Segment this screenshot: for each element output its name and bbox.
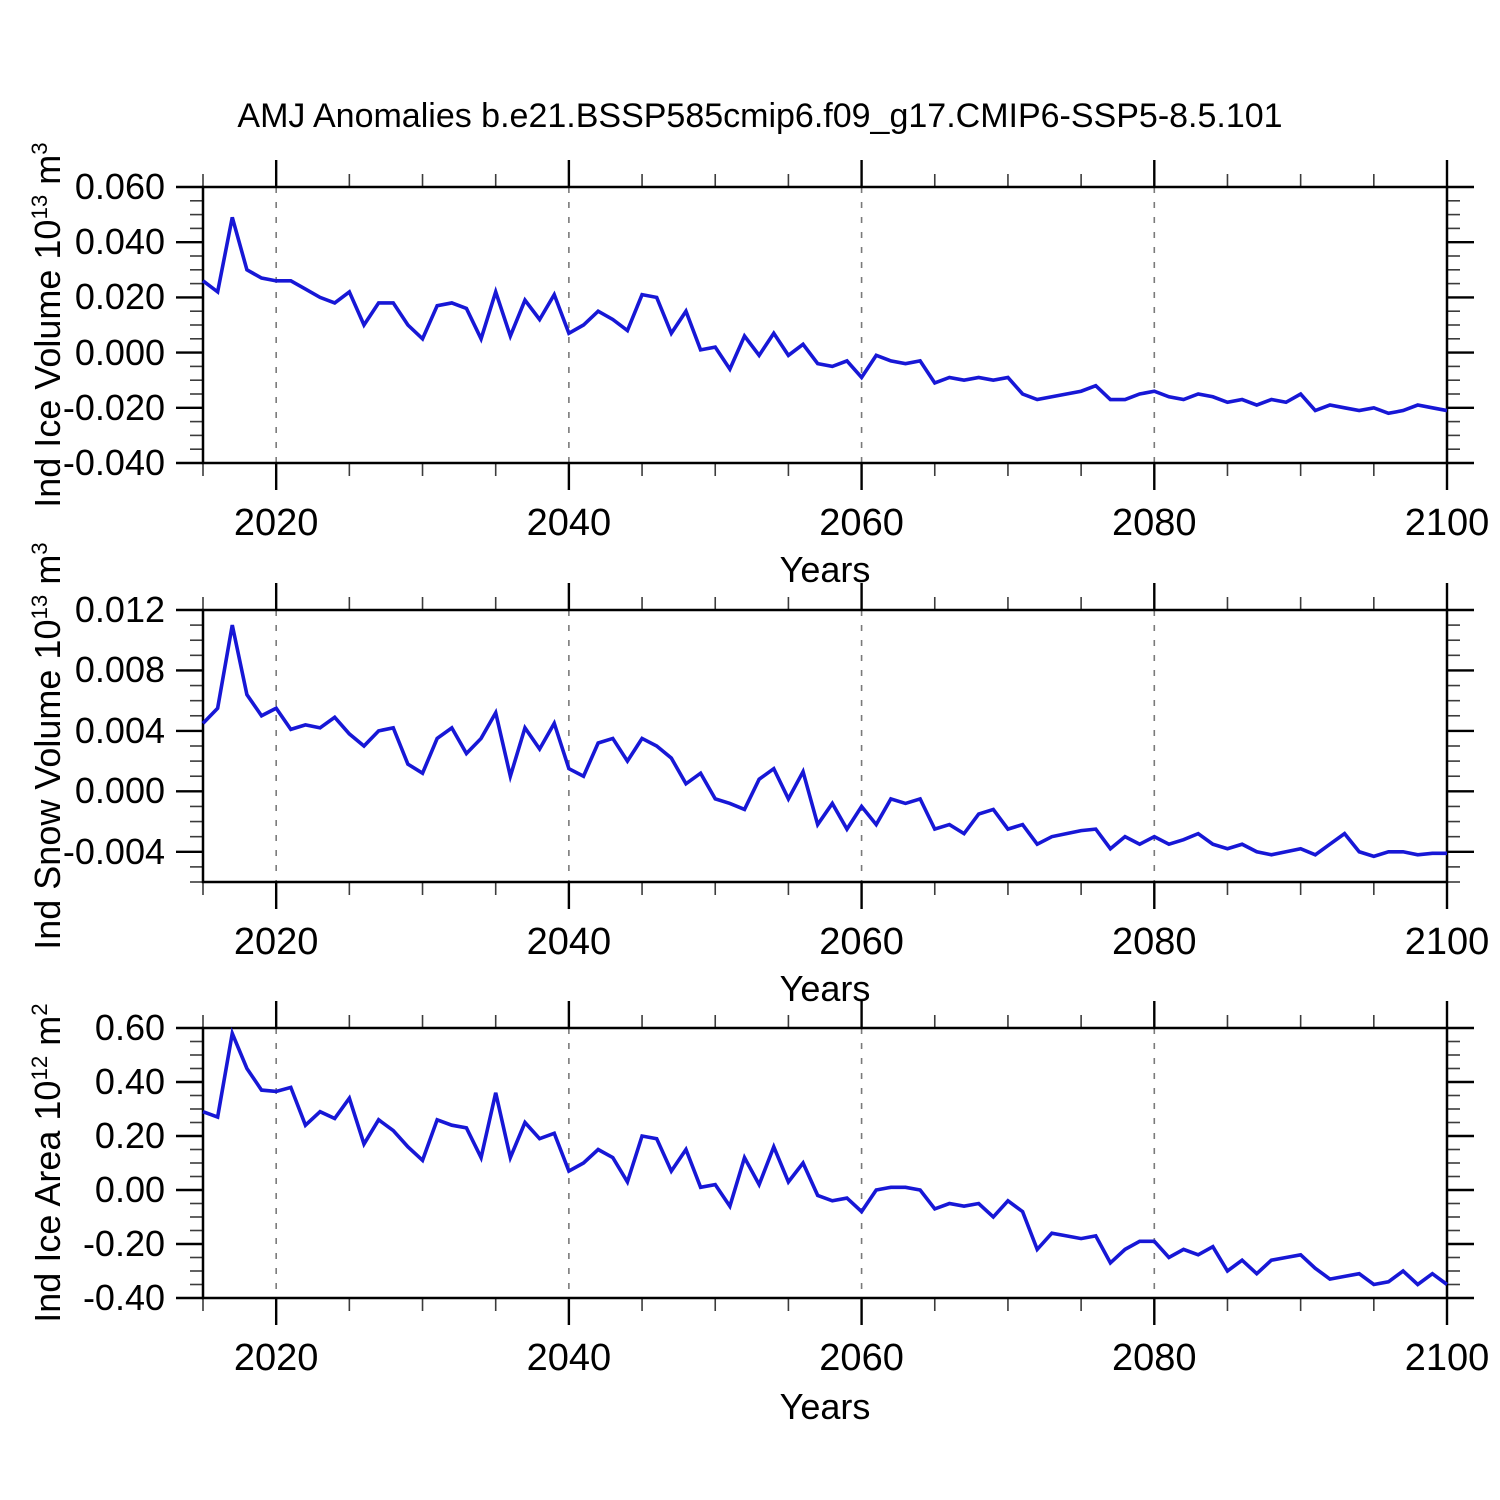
x-tick-label: 2060 xyxy=(819,921,904,963)
x-tick-label: 2040 xyxy=(526,921,612,963)
y-tick-label: 0.000 xyxy=(74,331,165,373)
y-tick-label: -0.040 xyxy=(62,442,165,483)
y-axis-title-unit: m xyxy=(27,554,68,595)
y-tick-label: 0.008 xyxy=(74,649,165,691)
x-tick-label: 2040 xyxy=(526,502,612,544)
panel-ind-snow-volume xyxy=(176,583,1474,909)
x-tick-label: 2100 xyxy=(1404,502,1490,544)
x-ticks xyxy=(202,160,1449,490)
x-tick-label: 2080 xyxy=(1112,921,1197,963)
y-axis-title-unit-exponent: 3 xyxy=(27,542,52,555)
plot-frame xyxy=(201,608,1449,884)
x-ticks xyxy=(202,1001,1449,1325)
y-tick-label: 0.060 xyxy=(74,166,165,207)
gridlines xyxy=(275,187,1156,463)
y-ticks xyxy=(176,1026,1474,1300)
x-tick-label: 2080 xyxy=(1112,1337,1197,1379)
x-tick-label: 2020 xyxy=(233,1337,319,1379)
x-tick-label: 2100 xyxy=(1404,921,1490,963)
y-axis-title-unit-exponent: 3 xyxy=(27,142,52,155)
panel-ind-ice-volume xyxy=(176,160,1474,490)
y-ticks xyxy=(176,608,1474,883)
plot-frame xyxy=(201,1026,1449,1300)
data-line-ind-ice-volume xyxy=(201,216,1448,416)
data-line-ind-ice-area xyxy=(202,1027,1449,1287)
y-tick-label: 0.20 xyxy=(94,1115,165,1156)
x-axis-label-panel-3: Years xyxy=(779,1386,871,1427)
y-tick-label: 0.60 xyxy=(94,1007,165,1048)
y-tick-label: -0.020 xyxy=(62,386,165,428)
gridlines xyxy=(275,1028,1156,1298)
y-axis-title-ice-area: Ind Ice Area 1012 m2 xyxy=(18,863,68,1463)
x-tick-label: 2020 xyxy=(233,502,319,544)
y-tick-label: 0.00 xyxy=(94,1169,165,1210)
y-tick-label: -0.20 xyxy=(82,1223,165,1264)
x-tick-label: 2040 xyxy=(526,1337,612,1379)
data-line-ind-snow-volume xyxy=(201,624,1447,859)
x-axis-label-panel-1: Years xyxy=(779,549,871,590)
panel-ind-ice-area xyxy=(176,1001,1474,1325)
x-axis-label-panel-2: Years xyxy=(779,968,871,1009)
x-ticks xyxy=(202,583,1449,909)
y-tick-label: 0.004 xyxy=(74,709,165,751)
chart-title: AMJ Anomalies b.e21.BSSP585cmip6.f09_g17… xyxy=(237,97,1283,135)
y-tick-label: -0.40 xyxy=(82,1277,165,1318)
y-tick-label: 0.020 xyxy=(74,276,165,318)
x-tick-label: 2020 xyxy=(233,921,319,963)
y-tick-label: -0.004 xyxy=(62,830,165,872)
x-tick-label: 2060 xyxy=(819,502,904,544)
y-tick-label: 0.012 xyxy=(74,589,165,630)
y-ticks xyxy=(176,185,1474,465)
x-tick-label: 2060 xyxy=(819,1337,904,1379)
y-tick-label: 0.000 xyxy=(74,770,165,812)
plot-frame xyxy=(201,185,1449,465)
y-tick-label: 0.040 xyxy=(74,221,165,263)
y-tick-label: 0.40 xyxy=(94,1061,165,1102)
gridlines xyxy=(275,610,1156,882)
x-tick-label: 2080 xyxy=(1112,502,1197,544)
x-tick-label: 2100 xyxy=(1404,1337,1490,1379)
